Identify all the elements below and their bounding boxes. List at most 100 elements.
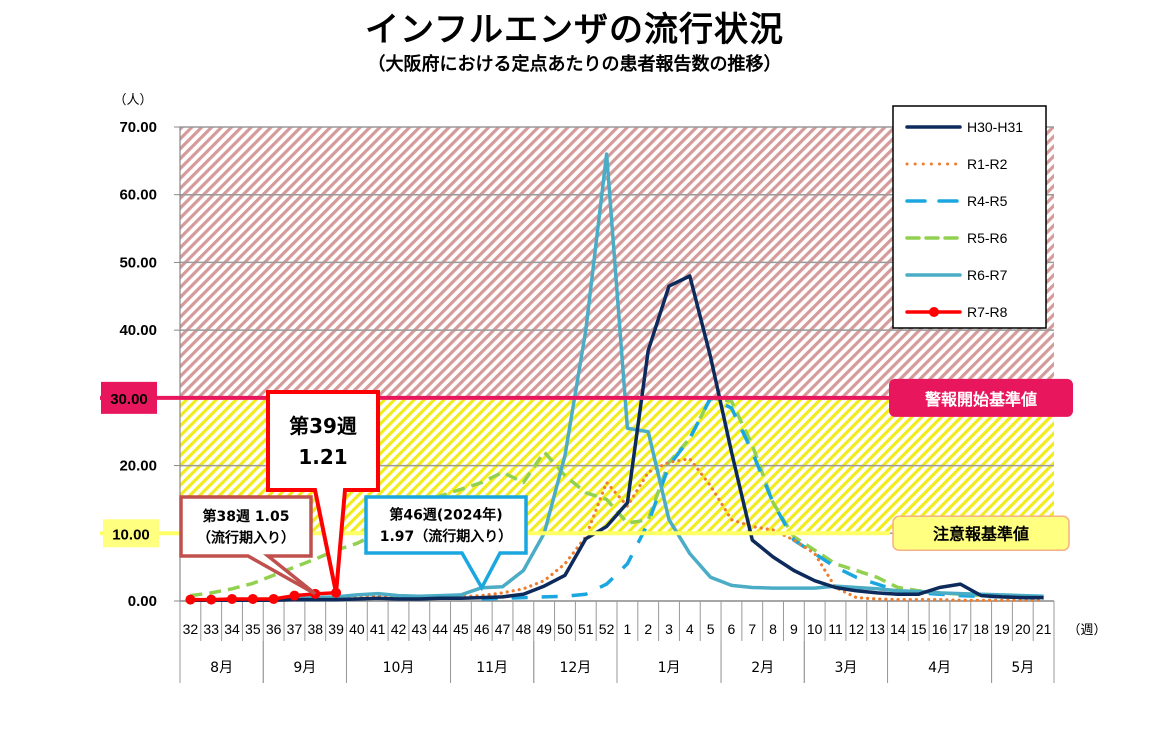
caution-threshold-label: 注意報基準値	[933, 524, 1029, 543]
x-tick-label: 39	[328, 621, 344, 637]
legend-label: R6-R7	[967, 267, 1008, 283]
legend-label: R1-R2	[967, 156, 1008, 172]
x-tick-label: 46	[474, 621, 490, 637]
x-tick-label: 7	[748, 621, 756, 637]
week46-callout-box	[364, 495, 528, 592]
data-point-r7-r8	[227, 593, 238, 604]
x-tick-label: 17	[953, 621, 969, 637]
legend-box	[892, 105, 1047, 329]
legend-label: R4-R5	[967, 193, 1008, 209]
series-line-h30-h31	[190, 274, 1044, 603]
data-point-r7-r8	[206, 594, 217, 605]
series-line-r6-r7	[190, 152, 1044, 603]
x-tick-label: 19	[994, 621, 1010, 637]
week39-callout-text: 第39週	[289, 414, 357, 438]
x-tick-label: 18	[973, 621, 989, 637]
y-axis-unit: （人）	[113, 93, 152, 108]
y-tick-label: 0.00	[128, 593, 157, 610]
month-label: 3月	[834, 660, 857, 676]
x-tick-label: 45	[453, 621, 469, 637]
x-tick-label: 38	[307, 621, 323, 637]
x-tick-label: 8	[769, 621, 777, 637]
alert-threshold-label: 警報開始基準値	[924, 390, 1037, 409]
month-label: 1月	[658, 660, 681, 676]
caution-threshold-axis-badge	[103, 519, 159, 548]
x-tick-label: 47	[495, 621, 511, 637]
x-tick-label: 16	[932, 621, 948, 637]
y-tick-label: 60.00	[119, 187, 157, 204]
month-label: 5月	[1011, 660, 1034, 676]
month-label: 9月	[293, 660, 316, 676]
caution-threshold-badge	[892, 515, 1070, 552]
legend: H30-H31 R1-R2 R4-R5 R5-R6 R6-R7 R7-R8	[892, 105, 1047, 329]
week38-callout-text: （流行期入り）	[197, 530, 295, 547]
legend-marker	[929, 307, 939, 317]
x-tick-label: 43	[412, 621, 428, 637]
x-tick-label: 20	[1015, 621, 1031, 637]
x-tick-label: 10	[807, 621, 823, 637]
data-point-r7-r8	[268, 593, 279, 604]
x-tick-label: 40	[349, 621, 365, 637]
x-tick-label: 32	[183, 621, 199, 637]
legend-label: H30-H31	[967, 119, 1023, 135]
week38-callout-box	[179, 495, 317, 596]
y-tick-label: 40.00	[119, 322, 157, 339]
y-tick-label: 20.00	[119, 458, 157, 475]
x-tick-label: 9	[790, 621, 798, 637]
x-tick-label: 51	[578, 621, 594, 637]
caution-threshold-axis-label: 10.00	[112, 526, 150, 543]
x-tick-label: 4	[686, 621, 694, 637]
x-tick-label: 5	[707, 621, 715, 637]
chart-subtitle: （大阪府における定点あたりの患者報告数の推移）	[367, 54, 782, 75]
legend-label: R7-R8	[967, 304, 1008, 320]
y-tick-label: 50.00	[119, 254, 157, 271]
x-tick-label: 50	[557, 621, 573, 637]
x-tick-label: 33	[203, 621, 219, 637]
reference-lines: 30.00 警報開始基準値 10.00 注意報基準値	[100, 378, 1073, 552]
data-point-r7-r8	[289, 590, 300, 601]
x-tick-label: 3	[665, 621, 673, 637]
x-tick-label: 1	[624, 621, 632, 637]
x-tick-label: 15	[911, 621, 927, 637]
x-tick-label: 36	[266, 621, 282, 637]
x-tick-label: 44	[432, 621, 448, 637]
x-tick-label: 6	[728, 621, 736, 637]
x-tick-label: 34	[224, 621, 240, 637]
month-label: 8月	[210, 660, 233, 676]
series-lines	[185, 152, 1046, 605]
legend-label: R5-R6	[967, 230, 1008, 246]
chart-title: インフルエンザの流行状況	[365, 10, 784, 50]
alert-threshold-badge	[889, 378, 1073, 417]
x-tick-label: 2	[644, 621, 652, 637]
week38-callout-text: 第38週 1.05	[203, 508, 290, 525]
x-tick-label: 37	[287, 621, 303, 637]
x-tick-label: 21	[1036, 621, 1052, 637]
alert-threshold-axis-label: 30.00	[110, 391, 148, 408]
data-point-r7-r8	[185, 594, 196, 605]
y-tick-label: 70.00	[119, 119, 157, 136]
x-tick-label: 52	[599, 621, 615, 637]
data-point-r7-r8	[247, 593, 258, 604]
x-tick-label: 48	[516, 621, 532, 637]
x-tick-label: 35	[245, 621, 261, 637]
month-label: 2月	[751, 660, 774, 676]
x-axis-unit: （週）	[1067, 623, 1106, 638]
month-label: 4月	[928, 660, 951, 676]
month-label: 12月	[559, 660, 591, 676]
week39-callout-box	[266, 390, 380, 594]
x-tick-label: 42	[391, 621, 407, 637]
alert-threshold-axis-badge	[101, 381, 157, 414]
x-tick-label: 11	[828, 621, 843, 637]
callouts: 第39週 1.21 第38週 1.05 （流行期入り） 第46週(2024年) 1.97（…	[179, 390, 528, 596]
x-tick-label: 41	[370, 621, 386, 637]
x-tick-label: 14	[890, 621, 906, 637]
week46-callout-text: 1.97（流行期入り）	[380, 528, 513, 545]
month-label: 11月	[476, 660, 508, 676]
month-label: 10月	[383, 660, 415, 676]
x-tick-label: 12	[849, 621, 865, 637]
week39-callout-text: 1.21	[298, 445, 347, 469]
week46-callout-text: 第46週(2024年)	[389, 506, 502, 523]
x-tick-label: 13	[869, 621, 885, 637]
series-line-r4-r5	[481, 396, 1044, 601]
